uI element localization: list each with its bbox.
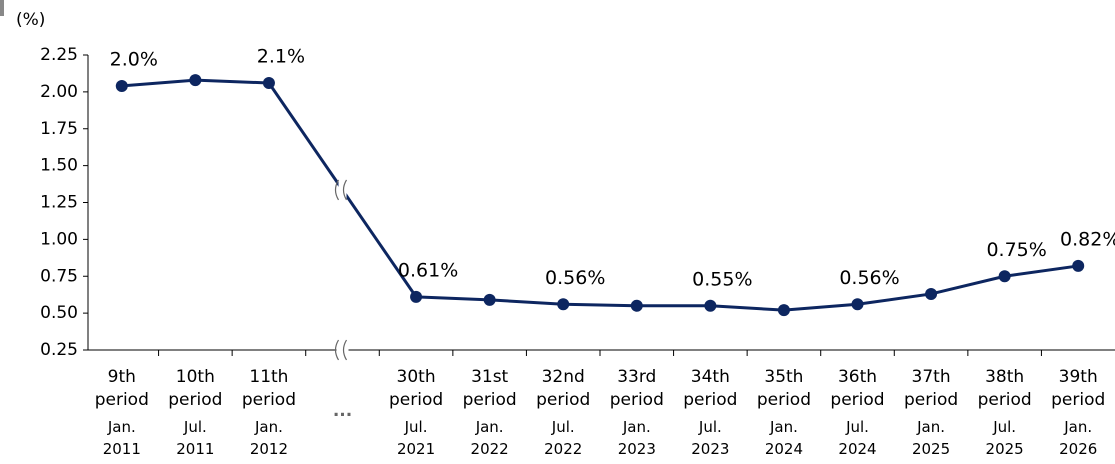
x-tick-label: ...: [332, 401, 353, 421]
data-label: 2.0%: [110, 48, 158, 70]
x-date-label: Jan. 2011: [102, 418, 141, 458]
y-tick-label: 0.75: [40, 266, 78, 286]
x-date-label: Jan. 2026: [1059, 418, 1098, 458]
series-line: [416, 264, 1079, 312]
x-date-label: Jul. 2024: [838, 418, 877, 458]
break-gap: [338, 177, 347, 202]
x-date-label: Jan. 2023: [617, 418, 656, 458]
y-tick-label: 0.25: [40, 340, 78, 360]
y-tick-label: 1.50: [40, 156, 78, 176]
x-tick-label: 39th period: [1051, 367, 1106, 410]
axis-break: [342, 339, 348, 361]
y-tick-label: 0.50: [40, 303, 78, 323]
y-tick-label: 2.25: [40, 45, 78, 65]
x-tick-label: 35th period: [756, 367, 811, 410]
x-date-label: Jan. 2025: [911, 418, 951, 458]
axis-break: [334, 339, 340, 361]
x-date-label: Jul. 2023: [691, 418, 730, 458]
data-point: [262, 77, 275, 90]
x-date-label: Jan. 2024: [764, 418, 804, 458]
data-point: [925, 287, 938, 300]
data-point: [189, 74, 202, 87]
x-date-label: Jan. 2022: [470, 418, 509, 458]
x-tick-label: 36th period: [830, 367, 885, 410]
y-tick-label: 1.25: [40, 193, 78, 213]
y-tick-label: 1.00: [40, 229, 78, 249]
data-label: 0.55%: [692, 268, 752, 290]
x-tick-label: 34th period: [683, 367, 738, 410]
x-tick-label: 30th period: [388, 367, 444, 410]
data-label: 0.61%: [398, 259, 458, 281]
data-label: 0.56%: [839, 267, 899, 289]
data-point: [630, 299, 643, 312]
data-point: [483, 293, 496, 306]
x-tick-label: 38th period: [977, 367, 1032, 410]
y-tick-label: 2.00: [40, 82, 78, 102]
data-point: [1072, 259, 1085, 272]
data-point: [704, 299, 717, 312]
data-point: [998, 270, 1011, 283]
x-date-label: Jul. 2011: [176, 418, 215, 458]
data-label: 2.1%: [257, 46, 305, 68]
x-tick-label: 37th period: [903, 367, 959, 410]
data-label: 0.56%: [545, 267, 605, 289]
data-point: [851, 298, 864, 311]
x-date-label: Jul. 2022: [544, 418, 583, 458]
y-tick-label: 1.75: [40, 119, 78, 139]
data-label: 0.75%: [986, 239, 1046, 261]
data-point: [557, 298, 570, 311]
data-label: 0.82%: [1060, 228, 1115, 250]
axis-break: [342, 179, 348, 201]
edge-mark: [0, 0, 4, 16]
data-point: [777, 304, 790, 317]
x-tick-label: 10th period: [168, 367, 223, 410]
x-tick-label: 33rd period: [609, 367, 664, 410]
x-tick-label: 31st period: [462, 367, 517, 410]
x-date-label: Jan. 2012: [249, 418, 289, 458]
x-tick-label: 9th period: [94, 367, 149, 410]
data-point: [410, 290, 423, 303]
data-point: [115, 79, 128, 92]
x-date-label: Jul. 2021: [396, 418, 436, 458]
y-unit: (%): [16, 10, 45, 30]
axis-break: [334, 179, 340, 201]
x-date-label: Jul. 2025: [985, 418, 1024, 458]
x-tick-label: 11th period: [241, 367, 296, 410]
x-tick-label: 32nd period: [536, 367, 591, 410]
